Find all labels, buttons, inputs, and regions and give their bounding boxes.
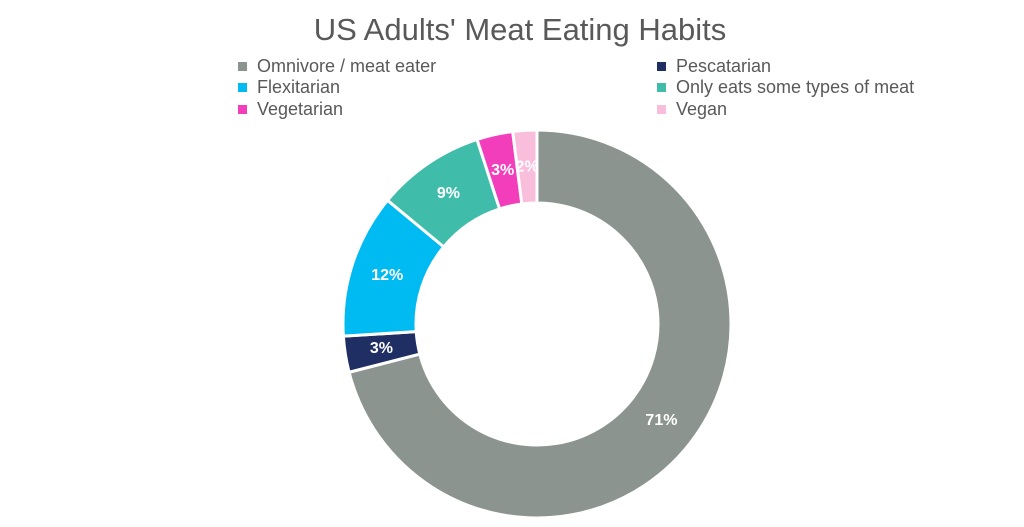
legend-label: Flexitarian	[257, 76, 341, 97]
legend-swatch	[657, 82, 666, 92]
legend-label: Only eats some types of meat	[676, 76, 915, 97]
chart-title: US Adults' Meat Eating Habits	[313, 12, 727, 47]
legend-label: Vegan	[676, 98, 728, 119]
legend-item-vegetarian: Vegetarian	[238, 99, 343, 119]
legend-item-pescatarian: Pescatarian	[657, 56, 771, 76]
legend-swatch	[657, 104, 666, 114]
legend-swatch	[238, 61, 247, 71]
legend-swatch	[238, 104, 247, 114]
legend-swatch	[238, 82, 247, 92]
donut-slice-0	[347, 128, 733, 520]
legend-label: Vegetarian	[257, 98, 344, 119]
legend-item-flexitarian: Flexitarian	[238, 77, 340, 97]
legend-swatch	[657, 61, 666, 71]
legend-item-some-meat: Only eats some types of meat	[657, 77, 914, 97]
legend-label: Pescatarian	[676, 55, 772, 76]
slice-data-label-3: 9%	[437, 185, 460, 202]
slice-data-label-4: 3%	[491, 162, 514, 179]
slice-data-label-5: 2%	[516, 158, 539, 175]
legend-item-vegan: Vegan	[657, 99, 727, 119]
legend-label: Omnivore / meat eater	[257, 55, 437, 76]
donut-slice-5	[511, 128, 539, 206]
slice-data-label-2: 12%	[371, 267, 403, 284]
slice-data-label-0: 71%	[645, 412, 677, 429]
slice-data-label-1: 3%	[370, 340, 393, 357]
legend-item-omnivore: Omnivore / meat eater	[238, 56, 436, 76]
